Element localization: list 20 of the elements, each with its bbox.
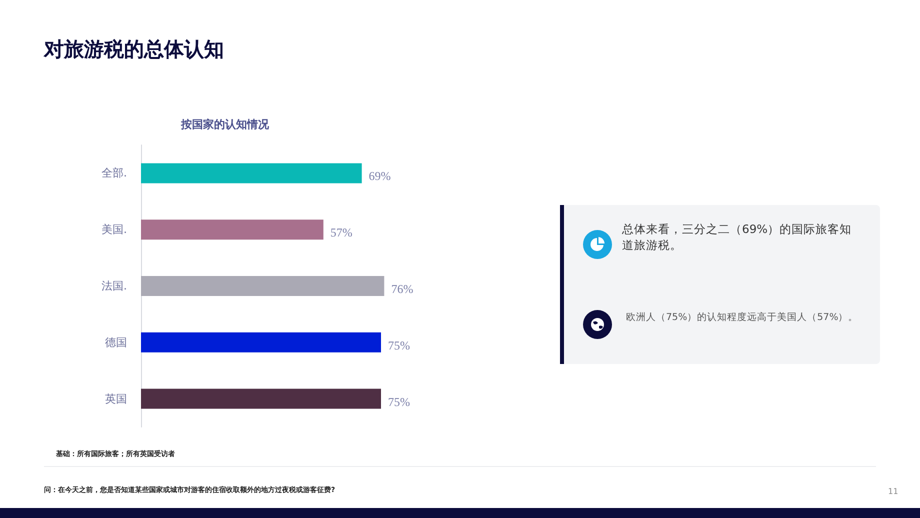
bar xyxy=(141,332,381,352)
y-tick-label: 美国. xyxy=(102,223,127,236)
text: 11 xyxy=(888,487,898,496)
y-tick-label: 法国. xyxy=(102,280,127,292)
bar xyxy=(141,276,384,296)
y-tick-label: 全部. xyxy=(102,166,127,180)
bar xyxy=(141,163,362,184)
data-label: 69% xyxy=(368,169,391,184)
bar xyxy=(141,220,324,240)
y-tick-label: 英国 xyxy=(105,392,127,406)
chart-title: 对旅游税的总体认知 xyxy=(44,36,224,63)
data-label: 75% xyxy=(388,338,410,352)
bar xyxy=(141,388,381,409)
data-label: 75% xyxy=(388,394,410,409)
chart-subtitle: 按国家的认知情况 xyxy=(180,117,270,132)
data-label: 57% xyxy=(330,226,352,240)
data-label: 76% xyxy=(391,282,414,296)
text: 欧洲人（75%）的认知程度远高于美国人（57%）。 xyxy=(626,311,858,324)
y-tick-label: 德国 xyxy=(105,336,127,349)
text: 总体来看，三分之二（69%）的国际旅客知道旅游税。 xyxy=(622,221,853,253)
